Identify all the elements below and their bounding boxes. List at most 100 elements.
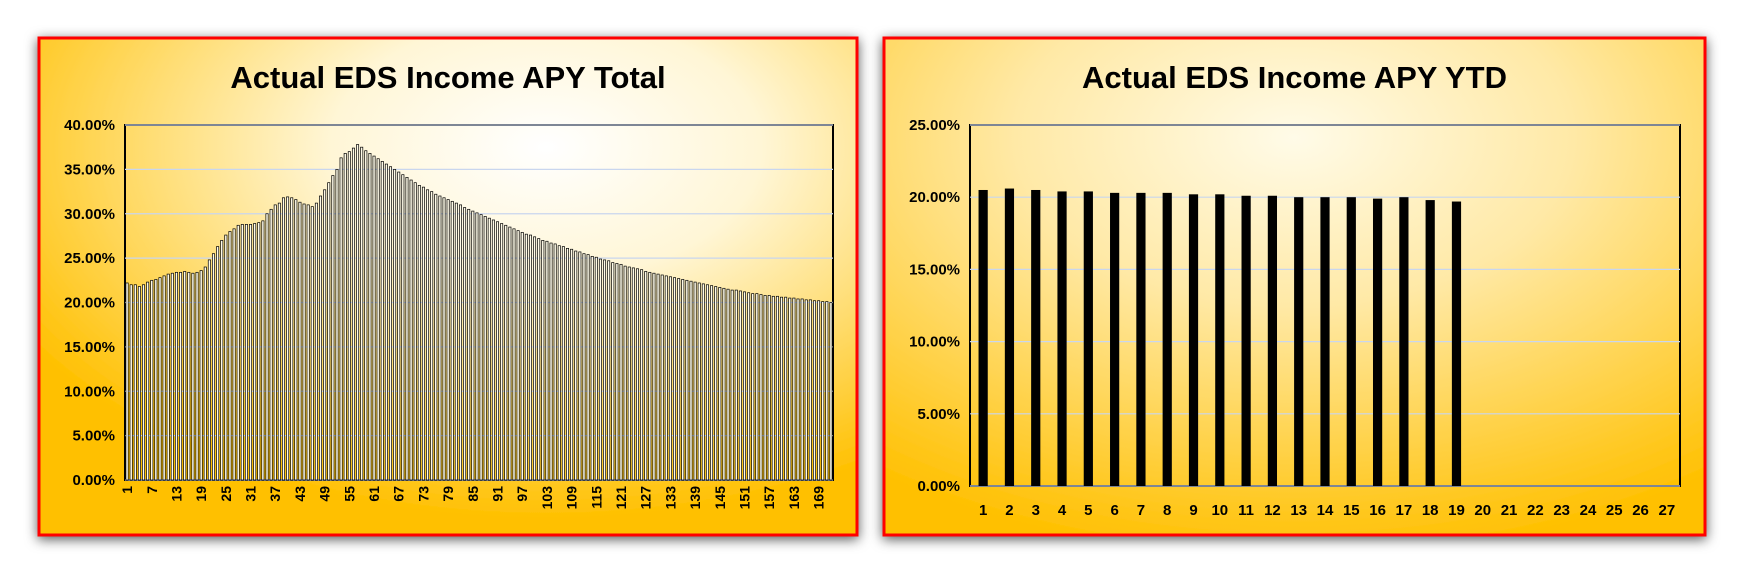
bar [335, 169, 339, 481]
bar [351, 147, 355, 481]
bar [664, 275, 668, 481]
x-tick-label: 79 [440, 486, 456, 502]
bar [232, 228, 236, 481]
y-tick-label: 5.00% [917, 406, 960, 423]
x-tick-label: 18 [1422, 502, 1439, 519]
bar [829, 302, 833, 481]
bar [450, 200, 454, 481]
x-tick-label: 121 [613, 486, 629, 510]
bar [290, 197, 294, 481]
bar [586, 254, 590, 481]
x-tick-label: 19 [1448, 502, 1465, 519]
bar [763, 295, 767, 481]
bar [405, 177, 409, 481]
bar [174, 271, 178, 481]
bar [257, 222, 261, 481]
chart-panel: Actual EDS Income APY Total 0.00% 5.00% 10.… [37, 36, 859, 537]
bar [343, 153, 347, 481]
x-tick-label: 55 [341, 486, 357, 502]
x-tick-label: 17 [1396, 502, 1413, 519]
x-tick-label: 1 [979, 502, 987, 519]
bar [310, 206, 314, 481]
bar [471, 210, 475, 481]
bar [623, 265, 627, 481]
x-tick-label: 23 [1553, 502, 1570, 519]
x-tick-label: 12 [1264, 502, 1281, 519]
bar [553, 243, 557, 481]
x-tick-label: 31 [243, 486, 259, 502]
chart-panel: Actual EDS Income APY YTD 0.00% 5.00% 10.00… [882, 36, 1707, 537]
bar [648, 271, 652, 481]
bar [187, 271, 191, 481]
bar [804, 299, 808, 481]
bar [598, 258, 602, 481]
bar [660, 274, 664, 481]
bar [825, 301, 829, 481]
bar [446, 199, 450, 481]
bar [376, 158, 380, 481]
bar [339, 157, 343, 481]
chart-title: Actual EDS Income APY YTD [1082, 60, 1507, 95]
bar [681, 279, 685, 481]
bar [615, 263, 619, 481]
bar [142, 284, 146, 481]
x-tick-label: 25 [1606, 502, 1623, 519]
bar [319, 195, 323, 481]
bar [718, 287, 722, 481]
x-tick-label: 145 [712, 486, 728, 510]
bar [438, 195, 442, 481]
bar [607, 260, 611, 481]
bar [368, 153, 372, 481]
bar [261, 220, 265, 481]
x-tick-label: 27 [1659, 502, 1676, 519]
y-tick-label: 25.00% [909, 117, 960, 134]
bar [421, 186, 425, 481]
bar [677, 278, 681, 481]
bar [224, 234, 228, 481]
bar [603, 259, 607, 481]
bar [302, 203, 306, 481]
x-tick-label: 85 [465, 486, 481, 502]
y-tick-label: 15.00% [909, 261, 960, 278]
x-tick-label: 61 [366, 486, 382, 502]
bar [150, 279, 154, 481]
bar [978, 189, 988, 487]
bar [627, 266, 631, 481]
bar [516, 230, 520, 481]
bar [273, 204, 277, 481]
y-tick-label: 15.00% [64, 339, 115, 356]
bar [323, 189, 327, 481]
bar [726, 288, 730, 481]
y-tick-label: 10.00% [64, 383, 115, 400]
x-tick-label: 37 [267, 486, 283, 502]
y-tick-label: 20.00% [64, 295, 115, 312]
bar [314, 202, 318, 481]
bar [705, 284, 709, 481]
x-tick-label: 73 [415, 486, 431, 502]
bar [249, 224, 253, 481]
bar [364, 150, 368, 481]
bar [356, 144, 360, 481]
bar [561, 246, 565, 481]
bar [179, 271, 183, 481]
x-tick-label: 67 [391, 486, 407, 502]
bar [479, 214, 483, 481]
bar [582, 253, 586, 481]
bar [710, 285, 714, 481]
bar [730, 289, 734, 481]
y-tick-label: 35.00% [64, 161, 115, 178]
bar [203, 266, 207, 481]
bar [125, 282, 129, 481]
x-tick-label: 139 [687, 486, 703, 510]
bar [220, 240, 224, 481]
bar [137, 286, 141, 481]
x-tick-label: 1 [119, 486, 135, 494]
bar [693, 281, 697, 481]
bar [146, 281, 150, 481]
bar [668, 276, 672, 481]
x-tick-label: 14 [1317, 502, 1334, 519]
bar [207, 259, 211, 481]
x-tick-label: 3 [1032, 502, 1040, 519]
bar [298, 201, 302, 481]
bar [800, 298, 804, 481]
